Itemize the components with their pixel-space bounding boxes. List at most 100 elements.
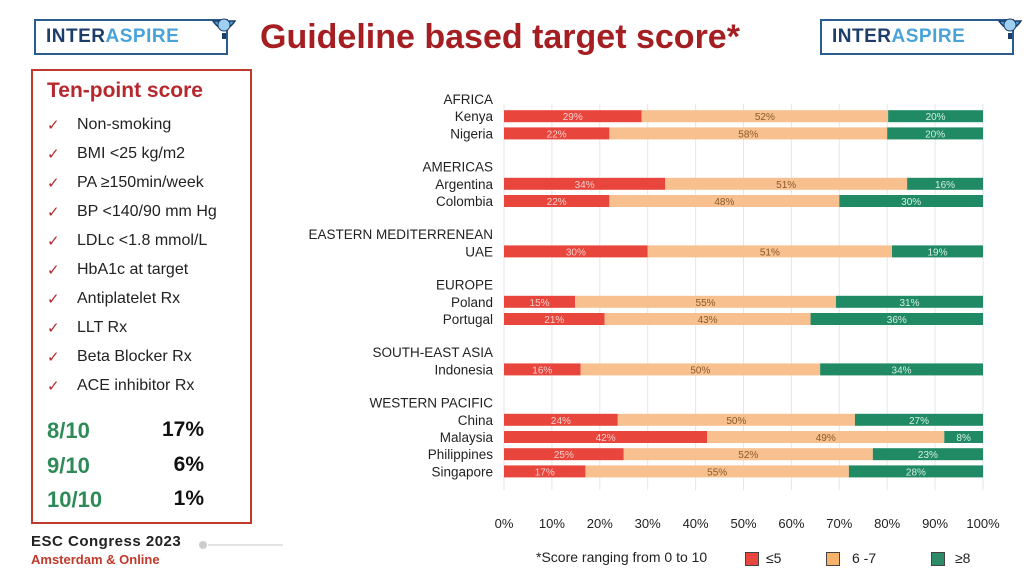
check-icon: ✓ xyxy=(47,117,60,134)
criterion-item: ✓ LLT Rx xyxy=(47,319,127,337)
panel-title: Ten-point score xyxy=(47,79,203,102)
bar-segment-mid xyxy=(580,363,821,376)
data-label: 25% xyxy=(554,450,574,461)
data-label: 22% xyxy=(547,197,567,208)
progress-line xyxy=(208,544,283,546)
legend-label-mid: 6 -7 xyxy=(852,550,877,566)
bar-segment-high xyxy=(887,127,983,140)
bar-segment-mid xyxy=(617,413,855,426)
legend-label-low: ≤5 xyxy=(766,550,782,566)
legend-swatch-mid xyxy=(826,552,840,566)
check-icon: ✓ xyxy=(47,291,60,308)
criterion-item: ✓ PA ≥150min/week xyxy=(47,174,204,192)
data-label: 43% xyxy=(698,315,718,326)
country-label: Indonesia xyxy=(434,362,493,377)
criterion-label: PA ≥150min/week xyxy=(77,174,204,191)
region-label: WESTERN PACIFIC xyxy=(369,396,493,411)
logo-text-inter: INTER xyxy=(832,26,892,47)
country-label: Poland xyxy=(451,295,493,310)
x-tick-label: 90% xyxy=(922,516,948,531)
check-icon: ✓ xyxy=(47,320,60,337)
data-label: 50% xyxy=(690,365,710,376)
bar-segment-mid xyxy=(575,295,836,308)
data-label: 50% xyxy=(726,416,746,427)
check-icon: ✓ xyxy=(47,146,60,163)
x-tick-label: 30% xyxy=(635,516,661,531)
data-label: 21% xyxy=(544,315,564,326)
legend-label-high: ≥8 xyxy=(955,550,971,566)
bar-segment-low xyxy=(504,465,586,478)
region-label: EASTERN MEDITERRENEAN xyxy=(308,227,493,242)
data-label: 34% xyxy=(892,365,912,376)
data-label: 36% xyxy=(887,315,907,326)
country-label: Portugal xyxy=(443,312,493,327)
data-label: 49% xyxy=(816,433,836,444)
bar-segment-high xyxy=(907,177,983,190)
x-tick-label: 80% xyxy=(874,516,900,531)
footnote: *Score ranging from 0 to 10 xyxy=(536,549,708,565)
legend-swatch-low xyxy=(745,552,759,566)
bar-segment-mid xyxy=(647,245,892,258)
check-icon: ✓ xyxy=(47,262,60,279)
country-label: Philippines xyxy=(428,447,494,462)
data-label: 55% xyxy=(707,467,727,478)
stacked-bar-chart: AFRICA Kenya 29% 52% 20% Nigeria 22% 58% 20% AMER… xyxy=(308,92,1000,531)
bar-segment-high xyxy=(839,195,983,207)
criterion-item: ✓ BP <140/90 mm Hg xyxy=(47,203,217,221)
data-label: 20% xyxy=(925,129,945,140)
legend-swatch-high xyxy=(931,552,945,566)
data-label: 48% xyxy=(714,197,734,208)
score-value: 1% xyxy=(173,487,204,510)
criterion-item: ✓ LDLc <1.8 mmol/L xyxy=(47,232,207,250)
score-value: 17% xyxy=(161,418,204,441)
data-label: 30% xyxy=(901,197,921,208)
region-label: AMERICAS xyxy=(422,160,493,175)
logo-text-inter: INTER xyxy=(46,26,106,47)
data-label: 16% xyxy=(532,365,552,376)
bar-segment-high xyxy=(854,413,983,426)
score-label: 9/10 xyxy=(47,453,90,478)
bar-segment-low xyxy=(504,195,610,207)
x-tick-label: 40% xyxy=(683,516,709,531)
score-label: 8/10 xyxy=(47,418,90,443)
region-label: AFRICA xyxy=(443,92,493,107)
criterion-item: ✓ Non-smoking xyxy=(47,116,171,134)
data-label: 52% xyxy=(755,112,775,123)
criterion-label: LLT Rx xyxy=(77,319,128,336)
globe-icon xyxy=(997,18,1023,39)
criterion-item: ✓ ACE inhibitor Rx xyxy=(47,377,194,395)
criterion-label: BP <140/90 mm Hg xyxy=(77,203,217,220)
bar-segment-high xyxy=(848,465,983,478)
criterion-label: LDLc <1.8 mmol/L xyxy=(77,232,208,249)
check-icon: ✓ xyxy=(47,378,60,395)
bar-segment-low xyxy=(504,245,648,258)
bar-segment-low xyxy=(504,413,618,426)
data-label: 52% xyxy=(738,450,758,461)
criterion-label: BMI <25 kg/m2 xyxy=(77,145,186,162)
progress-dot xyxy=(199,541,207,549)
check-icon: ✓ xyxy=(47,204,60,221)
x-tick-label: 10% xyxy=(539,516,565,531)
data-label: 51% xyxy=(776,180,796,191)
criterion-label: Non-smoking xyxy=(77,116,172,133)
logo-text-aspire: ASPIRE xyxy=(891,26,966,47)
country-label: China xyxy=(458,413,494,428)
bar-segment-high xyxy=(820,363,983,376)
data-label: 24% xyxy=(551,416,571,427)
country-label: UAE xyxy=(465,244,493,259)
bar-segment-low xyxy=(504,313,605,325)
event-location: Amsterdam & Online xyxy=(31,552,160,567)
criterion-item: ✓ Antiplatelet Rx xyxy=(47,290,180,308)
region-label: EUROPE xyxy=(436,278,493,293)
bar-segment-mid xyxy=(707,431,945,443)
interaspire-logo-right: INTERASPIRE xyxy=(820,18,1023,55)
data-label: 27% xyxy=(909,416,929,427)
data-label: 23% xyxy=(918,450,938,461)
bar-segment-low xyxy=(504,295,576,308)
logo-text-aspire: ASPIRE xyxy=(105,26,180,47)
x-tick-label: 70% xyxy=(826,516,852,531)
x-tick-label: 50% xyxy=(730,516,756,531)
criterion-label: Beta Blocker Rx xyxy=(77,348,192,365)
data-label: 31% xyxy=(899,298,919,309)
bar-segment-low xyxy=(504,448,624,461)
